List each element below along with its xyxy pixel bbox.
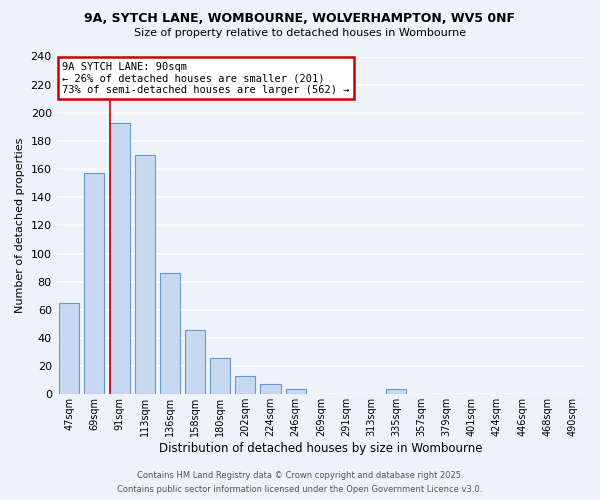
Text: Size of property relative to detached houses in Wombourne: Size of property relative to detached ho… [134, 28, 466, 38]
Y-axis label: Number of detached properties: Number of detached properties [15, 138, 25, 313]
Bar [185, 330, 205, 394]
Bar [160, 273, 180, 394]
Bar [134, 155, 155, 394]
Text: Contains HM Land Registry data © Crown copyright and database right 2025.
Contai: Contains HM Land Registry data © Crown c… [118, 472, 482, 494]
Bar [260, 384, 281, 394]
X-axis label: Distribution of detached houses by size in Wombourne: Distribution of detached houses by size … [159, 442, 482, 455]
Bar [210, 358, 230, 395]
Bar [286, 388, 306, 394]
Bar [59, 303, 79, 394]
Bar [386, 388, 406, 394]
Bar [110, 122, 130, 394]
Text: 9A SYTCH LANE: 90sqm
← 26% of detached houses are smaller (201)
73% of semi-deta: 9A SYTCH LANE: 90sqm ← 26% of detached h… [62, 62, 349, 95]
Bar [235, 376, 256, 394]
Text: 9A, SYTCH LANE, WOMBOURNE, WOLVERHAMPTON, WV5 0NF: 9A, SYTCH LANE, WOMBOURNE, WOLVERHAMPTON… [85, 12, 515, 26]
Bar [85, 174, 104, 394]
